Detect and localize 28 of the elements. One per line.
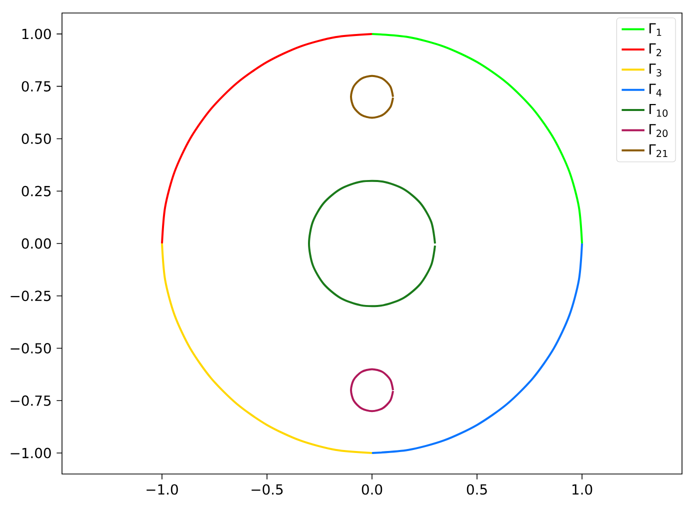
y-tick-label: −1.00 xyxy=(10,448,51,458)
y-tick-label: −0.25 xyxy=(10,290,51,302)
y-tick-label: 1.00 xyxy=(22,28,51,40)
line-series xyxy=(308,180,436,308)
y-tick-label: 0.75 xyxy=(22,81,51,92)
legend-label: Γ$_{1}$ xyxy=(649,23,662,36)
x-tick-label: 1.0 xyxy=(572,484,592,495)
y-tick-label: 0.25 xyxy=(22,186,51,196)
y-tick-label: −0.75 xyxy=(10,395,51,406)
legend-label: Γ$_{20}$ xyxy=(649,124,668,138)
x-tick-label: −0.5 xyxy=(252,484,283,495)
x-tick-label: 0.5 xyxy=(466,484,487,495)
legend-label: Γ$_{2}$ xyxy=(649,43,662,56)
line-series xyxy=(371,242,584,454)
legend-label: Γ$_{21}$ xyxy=(649,144,668,158)
legend-label: Γ$_{3}$ xyxy=(649,64,662,76)
x-tick-label: −1.0 xyxy=(146,484,178,495)
legend-label: Γ$_{4}$ xyxy=(649,84,662,96)
x-tick-label: 0.0 xyxy=(362,484,382,495)
y-tick-label: −0.50 xyxy=(10,343,51,354)
line-series xyxy=(160,242,374,454)
line-series xyxy=(350,368,394,412)
line-series xyxy=(160,32,374,244)
legend-label: Γ$_{10}$ xyxy=(649,104,668,117)
y-tick-label: 0.50 xyxy=(22,133,51,144)
line-series xyxy=(371,32,584,244)
line-series xyxy=(350,74,394,119)
y-tick-label: 0.00 xyxy=(22,238,51,249)
